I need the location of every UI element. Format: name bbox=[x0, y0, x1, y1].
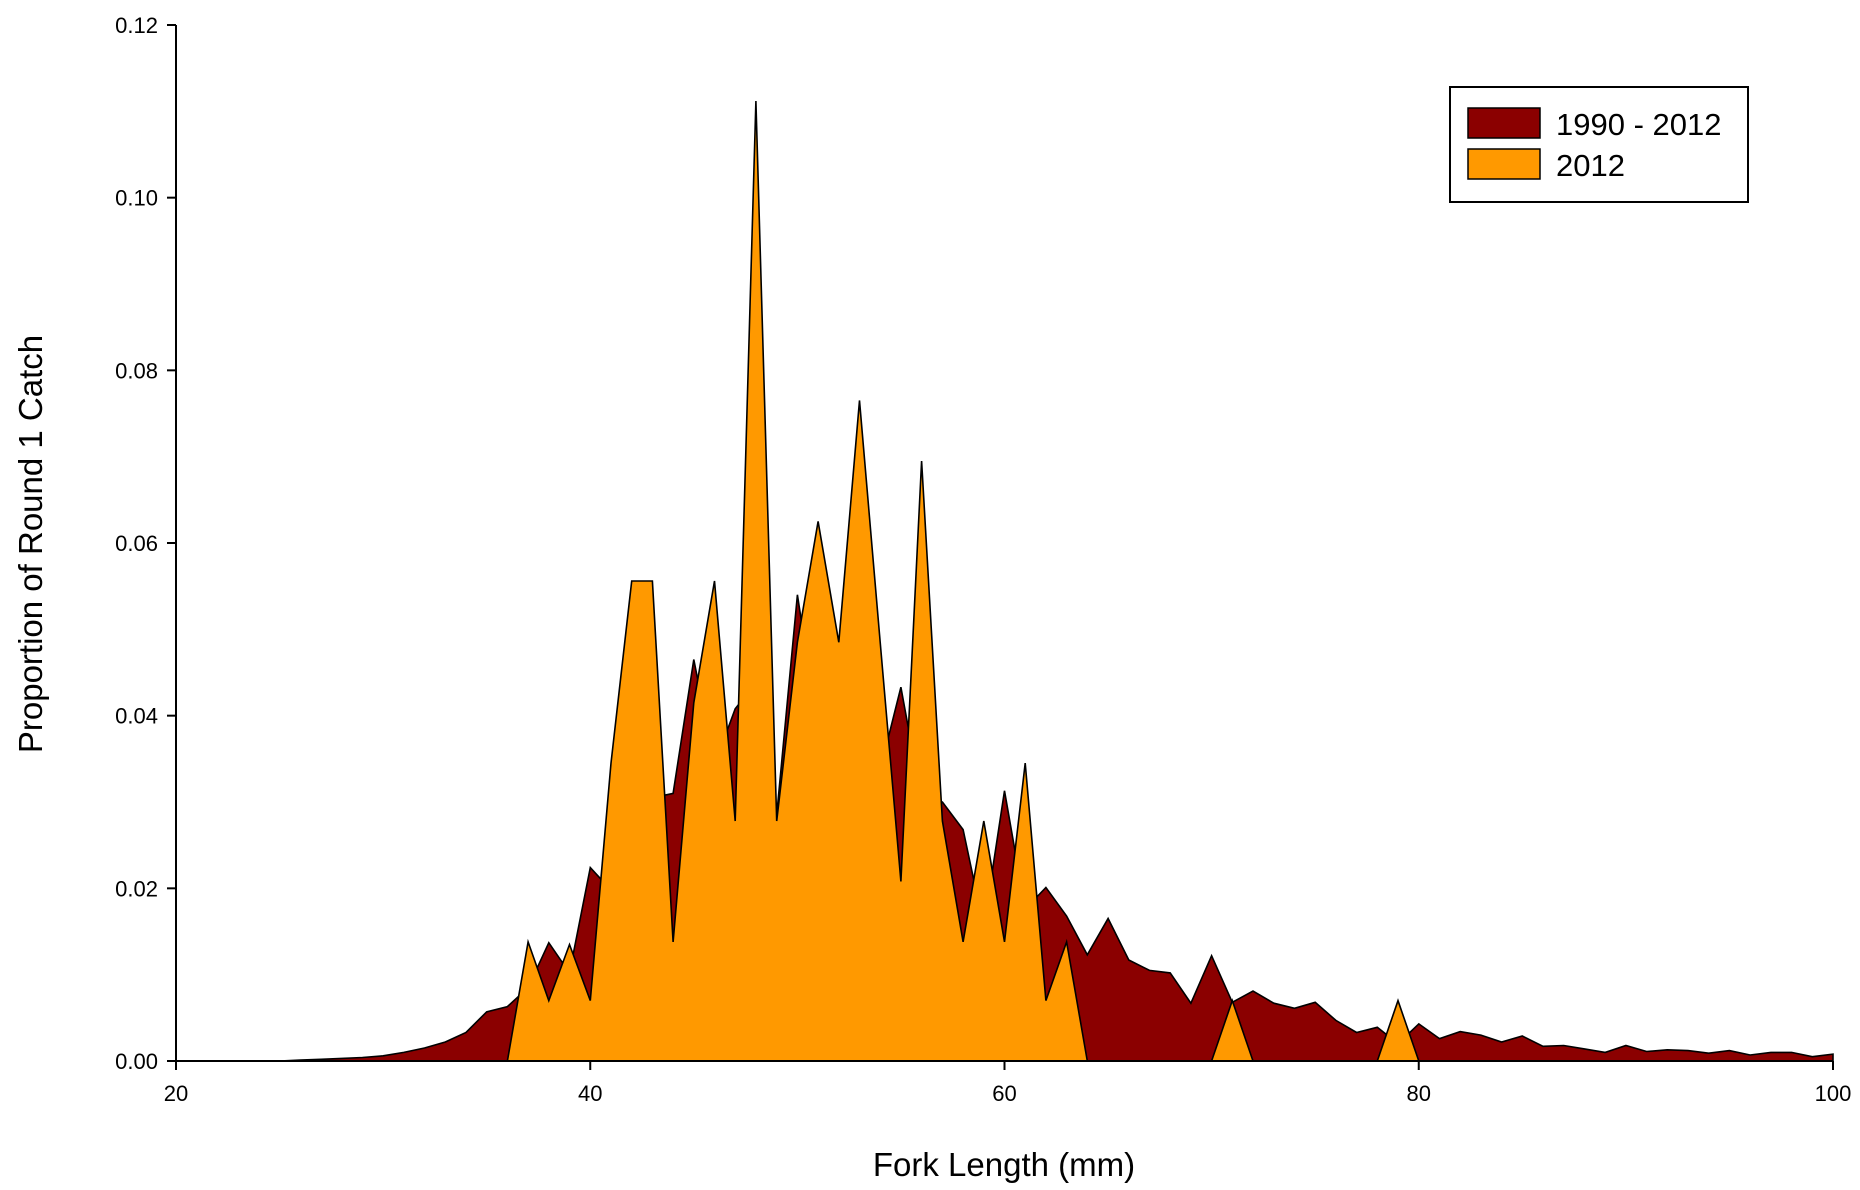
x-tick-label: 40 bbox=[578, 1081, 602, 1106]
x-tick-label: 100 bbox=[1815, 1081, 1852, 1106]
legend-swatch-2012 bbox=[1467, 148, 1541, 180]
y-tick-label: 0.02 bbox=[115, 876, 158, 901]
y-tick-label: 0.12 bbox=[115, 13, 158, 38]
tick-layer: 20 40 60 80 100 0.00 0.02 0.04 0.06 0.08 0.10 0.12 bbox=[115, 13, 1851, 1106]
area-series-2012 bbox=[176, 100, 1833, 1062]
x-tick-label: 60 bbox=[992, 1081, 1016, 1106]
y-tick-label: 0.00 bbox=[115, 1049, 158, 1074]
y-tick-label: 0.06 bbox=[115, 531, 158, 556]
x-tick-label: 80 bbox=[1407, 1081, 1431, 1106]
y-axis-title: Proportion of Round 1 Catch bbox=[12, 335, 49, 753]
y-tick-label: 0.10 bbox=[115, 186, 158, 211]
legend-swatch-1990-2012 bbox=[1467, 107, 1541, 139]
legend-label-1990-2012: 1990 - 2012 bbox=[1556, 107, 1721, 142]
x-tick-label: 20 bbox=[164, 1081, 188, 1106]
area-layer bbox=[176, 100, 1834, 1062]
y-tick-label: 0.04 bbox=[115, 704, 158, 729]
legend-box bbox=[1449, 86, 1749, 203]
y-tick-label: 0.08 bbox=[115, 358, 158, 383]
legend-label-2012: 2012 bbox=[1556, 148, 1625, 183]
x-axis-title: Fork Length (mm) bbox=[873, 1146, 1135, 1183]
legend: 1990 - 2012 2012 bbox=[1449, 86, 1749, 203]
